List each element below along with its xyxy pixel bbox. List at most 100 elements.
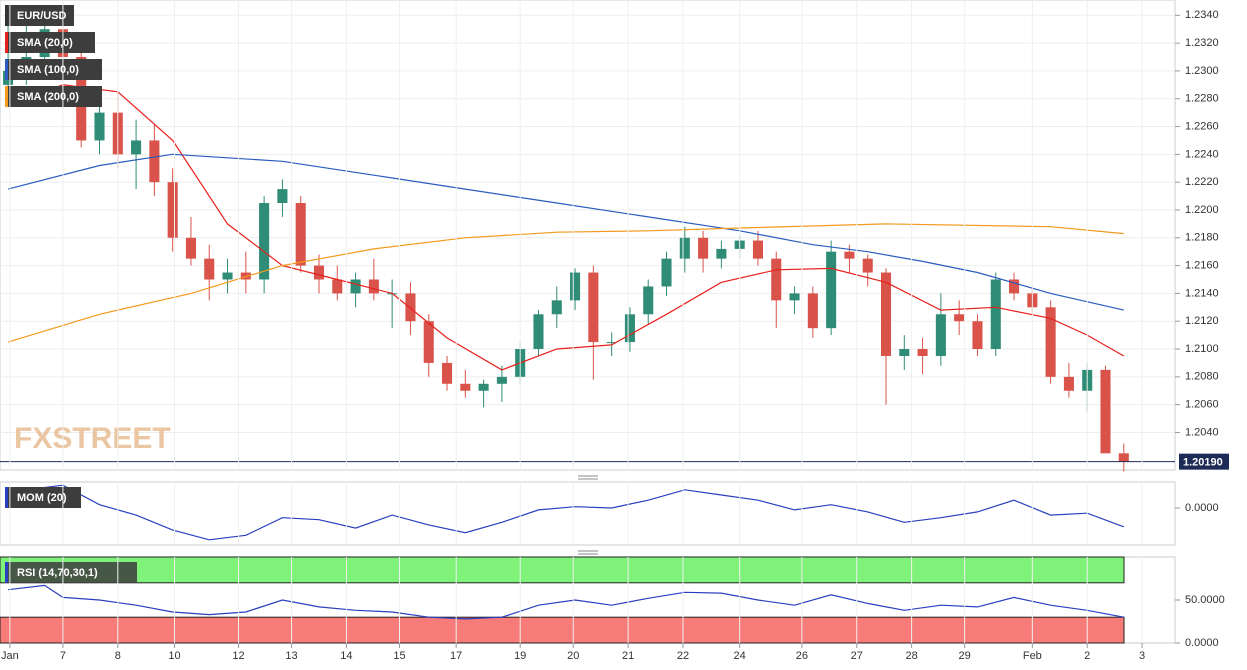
watermark: FXSTREET	[14, 422, 171, 455]
candle-body	[551, 300, 562, 315]
x-tick-label: 10	[168, 650, 180, 662]
candle-body	[204, 258, 215, 280]
x-tick-label: 22	[677, 650, 689, 662]
y-tick-label: 1.2220	[1185, 176, 1219, 188]
series-line	[7, 223, 1124, 343]
candle-body	[441, 362, 453, 384]
x-tick-label: 8	[115, 650, 121, 662]
y-tick-label: 0.0000	[1185, 502, 1219, 514]
candle-body	[131, 140, 142, 155]
x-tick-label: 24	[734, 650, 746, 662]
candle-body	[917, 349, 928, 356]
candle-body	[240, 272, 251, 280]
candle-body	[350, 279, 361, 294]
candle-body	[149, 140, 160, 183]
candle-body	[880, 272, 892, 356]
candle-body	[259, 203, 270, 280]
candle-body	[935, 314, 946, 356]
candle-body	[1009, 279, 1020, 294]
x-tick-label: 26	[796, 650, 808, 662]
candle-body	[752, 240, 764, 259]
candle-body	[588, 272, 599, 343]
legend-swatch	[5, 59, 8, 80]
candle-body	[771, 258, 782, 301]
candle-body	[496, 376, 507, 384]
x-tick-label: 14	[340, 650, 352, 662]
price-box	[1179, 453, 1229, 470]
candle-body	[990, 279, 1001, 350]
y-tick-label: 1.2200	[1185, 204, 1219, 216]
x-tick-label: 7	[60, 650, 66, 662]
x-tick-label: 12	[232, 650, 244, 662]
y-tick-label: 1.2080	[1185, 371, 1219, 383]
y-tick-label: 1.2260	[1185, 120, 1219, 132]
x-tick-label: 20	[567, 650, 579, 662]
y-tick-label: 1.2280	[1185, 93, 1219, 105]
candle-body	[1118, 453, 1129, 462]
y-tick-label: 0.0000	[1185, 637, 1219, 649]
legend-box[interactable]	[5, 32, 95, 53]
candle-body	[94, 112, 105, 141]
x-tick-label: 13	[285, 650, 297, 662]
candle-body	[368, 279, 379, 294]
candle-body	[862, 258, 873, 273]
candle-body	[533, 314, 544, 350]
candle-body	[606, 342, 617, 344]
legend-label: SMA (100,0)	[17, 64, 79, 76]
legend-box[interactable]	[5, 562, 137, 583]
candle-body	[1063, 376, 1074, 391]
candle-body	[167, 182, 178, 238]
y-tick-label: 1.2320	[1185, 37, 1219, 49]
panel	[0, 0, 1176, 471]
x-tick-label: 15	[393, 650, 405, 662]
y-tick-label: 1.2060	[1185, 399, 1219, 411]
legend-label: RSI (14,70,30,1)	[17, 567, 98, 579]
candle-body	[807, 293, 818, 329]
legend-swatch	[5, 487, 8, 508]
candle-body	[679, 237, 690, 259]
candle-body	[643, 286, 654, 315]
candle-body	[570, 272, 581, 301]
candle-body	[423, 321, 434, 363]
x-tick-label: 29	[959, 650, 971, 662]
price-label: 1.20190	[1183, 457, 1223, 469]
candle-body	[277, 189, 288, 204]
y-tick-label: 1.2300	[1185, 65, 1219, 77]
candle-body	[1045, 307, 1056, 377]
x-tick-label: Jan	[1, 650, 19, 662]
legend-label: MOM (20)	[17, 492, 67, 504]
legend-box[interactable]	[5, 487, 81, 508]
legend-box[interactable]	[5, 86, 102, 107]
x-tick-label: 3	[1139, 650, 1145, 662]
panel	[0, 481, 1176, 546]
legend-swatch	[5, 5, 8, 26]
candle-body	[624, 314, 635, 343]
candle-body	[789, 293, 800, 301]
candle-body	[954, 314, 965, 322]
candle-body	[899, 349, 910, 356]
y-tick-label: 1.2140	[1185, 287, 1219, 299]
y-tick-label: 1.2180	[1185, 232, 1219, 244]
series-line	[7, 584, 1124, 620]
legend-label: SMA (200,0)	[17, 91, 79, 103]
legend-swatch	[5, 86, 8, 107]
x-tick-label: 17	[450, 650, 462, 662]
y-tick-label: 1.2340	[1185, 9, 1219, 21]
candle-body	[716, 248, 727, 259]
x-tick-label: 21	[622, 650, 634, 662]
y-tick-label: 1.2100	[1185, 343, 1219, 355]
candle-body	[844, 251, 855, 259]
candle-body	[661, 258, 672, 287]
legend-box[interactable]	[5, 5, 74, 26]
x-tick-label: 28	[905, 650, 917, 662]
legend-label: SMA (20,0)	[17, 37, 73, 49]
band	[0, 616, 1125, 644]
legend-swatch	[5, 562, 8, 583]
legend-box[interactable]	[5, 59, 102, 80]
candle-body	[460, 383, 471, 391]
candle-body	[698, 237, 709, 259]
y-tick-label: 1.2160	[1185, 259, 1219, 271]
candle-body	[972, 321, 983, 350]
candle-body	[295, 203, 306, 266]
